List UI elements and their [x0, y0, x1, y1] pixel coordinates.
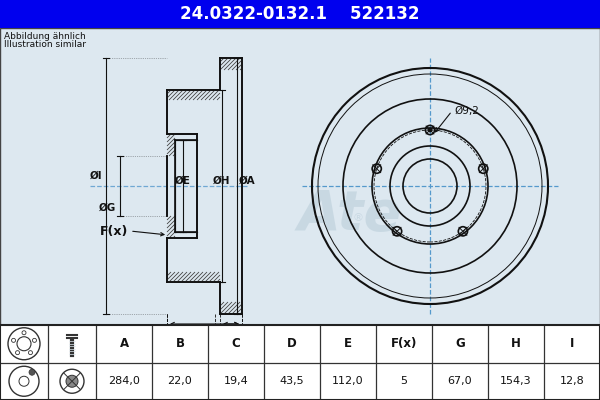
Text: 67,0: 67,0: [448, 376, 472, 386]
Text: H: H: [511, 337, 521, 350]
Text: C: C: [232, 337, 241, 350]
Circle shape: [66, 375, 78, 387]
Text: ØI: ØI: [89, 171, 102, 181]
Text: ØG: ØG: [99, 203, 116, 213]
Text: 43,5: 43,5: [280, 376, 304, 386]
FancyBboxPatch shape: [220, 100, 242, 272]
Text: D: D: [182, 347, 190, 357]
Text: E: E: [344, 337, 352, 350]
Text: Abbildung ähnlich: Abbildung ähnlich: [4, 32, 86, 41]
FancyBboxPatch shape: [0, 325, 600, 400]
Text: 19,4: 19,4: [224, 376, 248, 386]
Text: 112,0: 112,0: [332, 376, 364, 386]
Text: ®: ®: [352, 213, 363, 223]
Text: A: A: [119, 337, 128, 350]
Circle shape: [29, 369, 35, 375]
Text: C (MTH): C (MTH): [245, 327, 292, 337]
Text: 154,3: 154,3: [500, 376, 532, 386]
Text: G: G: [455, 337, 465, 350]
FancyBboxPatch shape: [175, 140, 197, 232]
Text: ØH: ØH: [213, 176, 231, 186]
Text: F(x): F(x): [100, 224, 128, 238]
FancyBboxPatch shape: [0, 0, 600, 28]
Text: F(x): F(x): [391, 337, 417, 350]
Text: ØE: ØE: [175, 176, 191, 186]
Text: B: B: [176, 337, 185, 350]
Text: D: D: [287, 337, 297, 350]
Text: I: I: [570, 337, 574, 350]
Text: 284,0: 284,0: [108, 376, 140, 386]
Text: 5: 5: [401, 376, 407, 386]
Text: Illustration similar: Illustration similar: [4, 40, 86, 49]
Text: B: B: [227, 330, 235, 340]
Text: 22,0: 22,0: [167, 376, 193, 386]
FancyBboxPatch shape: [0, 28, 600, 325]
Text: Ate: Ate: [298, 188, 402, 242]
Circle shape: [427, 128, 433, 132]
Text: 24.0322-0132.1    522132: 24.0322-0132.1 522132: [180, 5, 420, 23]
Text: 12,8: 12,8: [560, 376, 584, 386]
Text: Ø9,2: Ø9,2: [454, 106, 479, 116]
Text: ØA: ØA: [239, 176, 256, 186]
